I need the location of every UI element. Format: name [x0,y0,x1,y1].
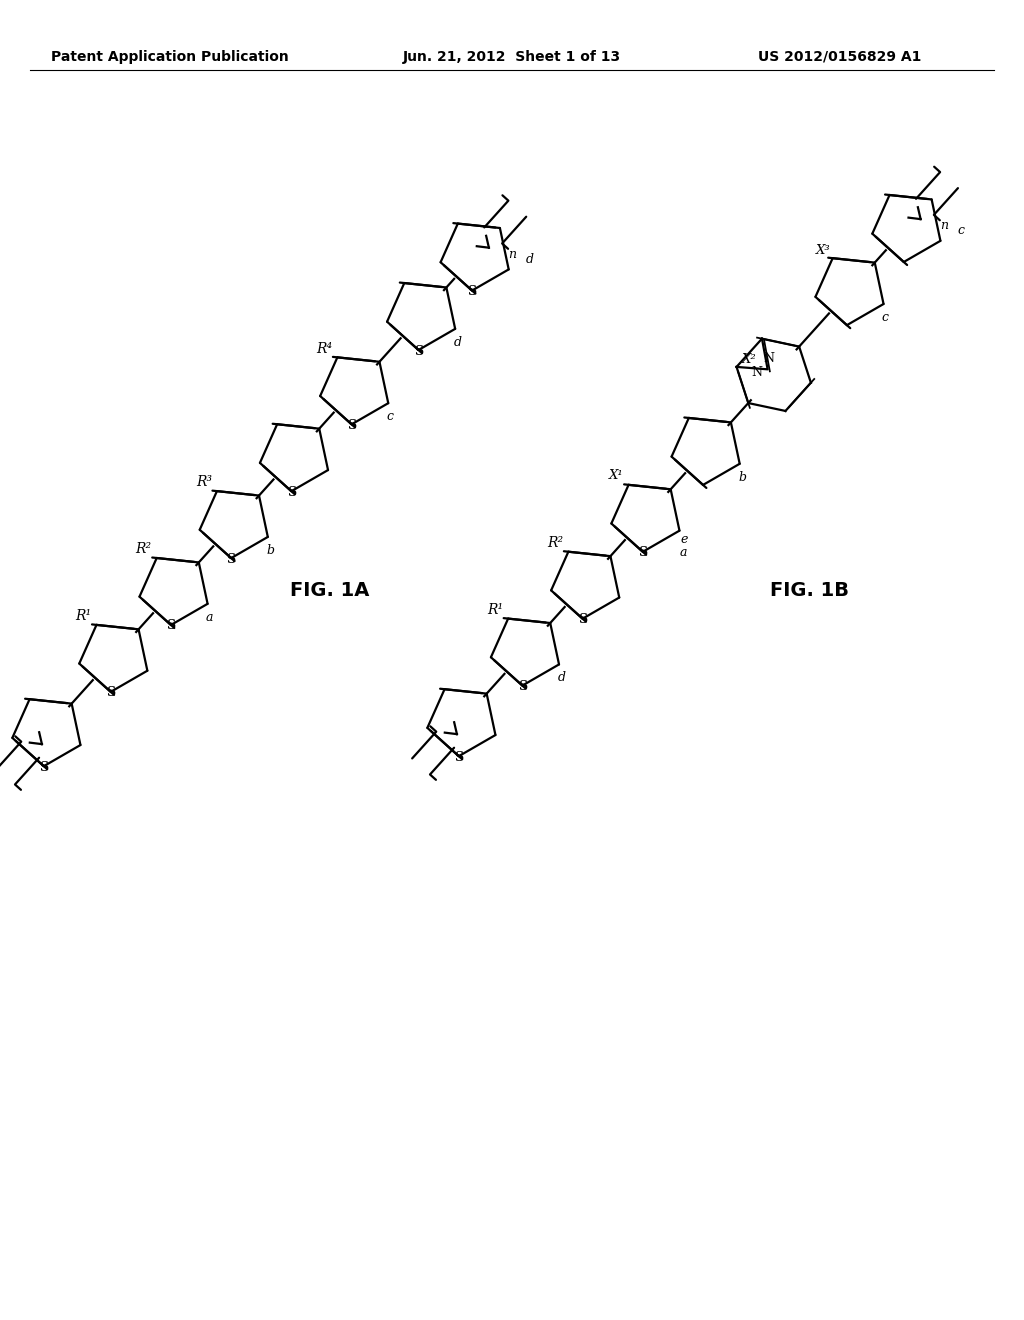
Text: n: n [940,219,948,232]
Text: b: b [738,471,746,483]
Text: Jun. 21, 2012  Sheet 1 of 13: Jun. 21, 2012 Sheet 1 of 13 [402,50,622,63]
Text: R¹: R¹ [487,603,503,616]
Text: FIG. 1A: FIG. 1A [291,581,370,599]
Text: R²: R² [547,536,563,550]
Text: c: c [957,224,965,238]
Text: N: N [764,351,775,364]
Text: a: a [206,611,213,624]
Text: X³: X³ [815,244,830,257]
Text: c: c [882,312,889,323]
Text: R⁴: R⁴ [316,342,333,355]
Text: c: c [387,411,393,424]
Text: S: S [467,285,476,298]
Text: S: S [226,553,236,565]
Text: R¹: R¹ [76,610,91,623]
Text: US 2012/0156829 A1: US 2012/0156829 A1 [759,50,922,63]
Text: X¹: X¹ [609,469,624,482]
Text: a: a [680,546,687,558]
Text: S: S [414,345,423,358]
Text: N: N [751,366,762,379]
Text: S: S [39,760,48,774]
Text: S: S [347,418,356,432]
Text: d: d [557,672,565,684]
Text: b: b [266,544,274,557]
Text: S: S [287,486,296,499]
Text: S: S [638,546,647,560]
Text: R²: R² [135,543,152,556]
Text: S: S [578,614,587,626]
Text: S: S [454,751,463,764]
Text: n: n [508,248,516,261]
Text: S: S [518,680,526,693]
Text: d: d [454,335,462,348]
Text: e: e [680,533,688,546]
Text: X²: X² [741,352,757,366]
Text: FIG. 1B: FIG. 1B [770,581,850,599]
Text: Patent Application Publication: Patent Application Publication [51,50,289,63]
Text: S: S [106,686,115,700]
Text: d: d [525,252,534,265]
Text: R³: R³ [196,475,212,490]
Text: S: S [166,619,175,632]
